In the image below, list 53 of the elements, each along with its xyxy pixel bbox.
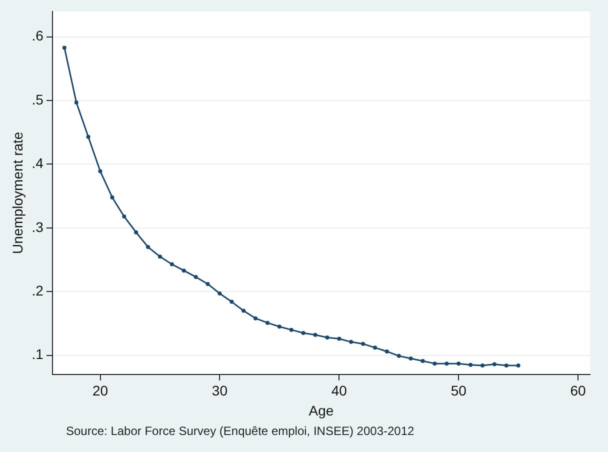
y-tick-label: .2 <box>32 282 44 298</box>
point <box>301 331 306 336</box>
point <box>62 46 66 50</box>
point <box>313 332 318 337</box>
x-tick-label: 60 <box>570 382 586 399</box>
point <box>158 254 162 259</box>
point <box>456 362 461 366</box>
point <box>516 363 520 368</box>
source-note: Source: Labor Force Survey (Enquête emploi, INSEE) 2003-2012 <box>66 424 414 438</box>
point <box>86 134 90 139</box>
point <box>122 214 126 218</box>
y-tick-label: .1 <box>32 346 44 362</box>
point <box>408 356 413 360</box>
x-tick-label: 30 <box>212 382 228 399</box>
point <box>265 320 270 325</box>
y-tick-label: .3 <box>32 218 44 235</box>
point <box>206 282 210 286</box>
point <box>480 363 484 368</box>
point <box>134 230 138 234</box>
point <box>182 268 186 273</box>
y-tick-label: .4 <box>32 155 44 172</box>
point <box>384 349 389 354</box>
point <box>337 336 342 341</box>
x-tick-label: 50 <box>450 382 467 399</box>
point <box>98 169 102 174</box>
point <box>468 362 473 367</box>
point <box>170 262 174 266</box>
point <box>74 100 78 104</box>
point <box>218 292 222 296</box>
point <box>504 363 508 368</box>
y-tick-label: .5 <box>32 91 44 108</box>
point <box>444 362 449 366</box>
point <box>349 340 354 344</box>
point <box>432 362 437 366</box>
point <box>277 324 282 329</box>
point <box>325 335 330 340</box>
point <box>396 354 401 358</box>
point <box>242 308 246 313</box>
point <box>110 195 114 200</box>
point <box>146 245 150 250</box>
point <box>254 316 258 320</box>
y-axis-title: Unemployment rate <box>9 132 26 254</box>
x-tick-label: 40 <box>331 382 348 399</box>
x-axis-title: Age <box>308 402 334 418</box>
point <box>289 328 294 332</box>
y-tick-label: .6 <box>32 28 44 44</box>
point <box>230 300 234 304</box>
point <box>361 342 366 346</box>
point <box>372 346 377 350</box>
x-tick-label: 20 <box>92 382 108 399</box>
point <box>194 274 198 279</box>
point <box>420 359 425 364</box>
point <box>492 362 496 366</box>
